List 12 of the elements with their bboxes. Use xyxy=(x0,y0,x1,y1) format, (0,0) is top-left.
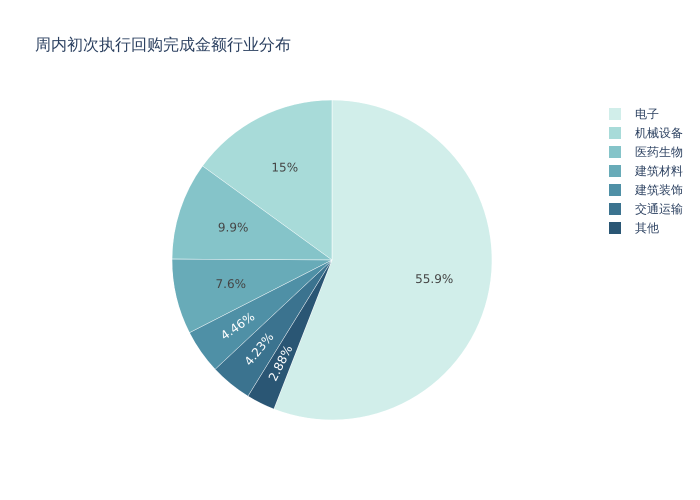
legend-label: 建筑材料 xyxy=(634,164,683,178)
legend-label: 机械设备 xyxy=(635,126,683,140)
legend-label: 建筑装饰 xyxy=(634,183,683,197)
data-label: 55.9% xyxy=(415,272,454,286)
legend-label: 电子 xyxy=(635,107,659,121)
data-label: 9.9% xyxy=(218,220,248,235)
legend-label: 医药生物 xyxy=(635,145,683,159)
chart-title: 周内初次执行回购完成金额行业分布 xyxy=(35,35,291,54)
data-label: 15% xyxy=(271,160,298,174)
legend-label: 其他 xyxy=(635,221,659,235)
legend-label: 交通运输 xyxy=(635,202,683,216)
data-label: 7.6% xyxy=(216,277,246,292)
